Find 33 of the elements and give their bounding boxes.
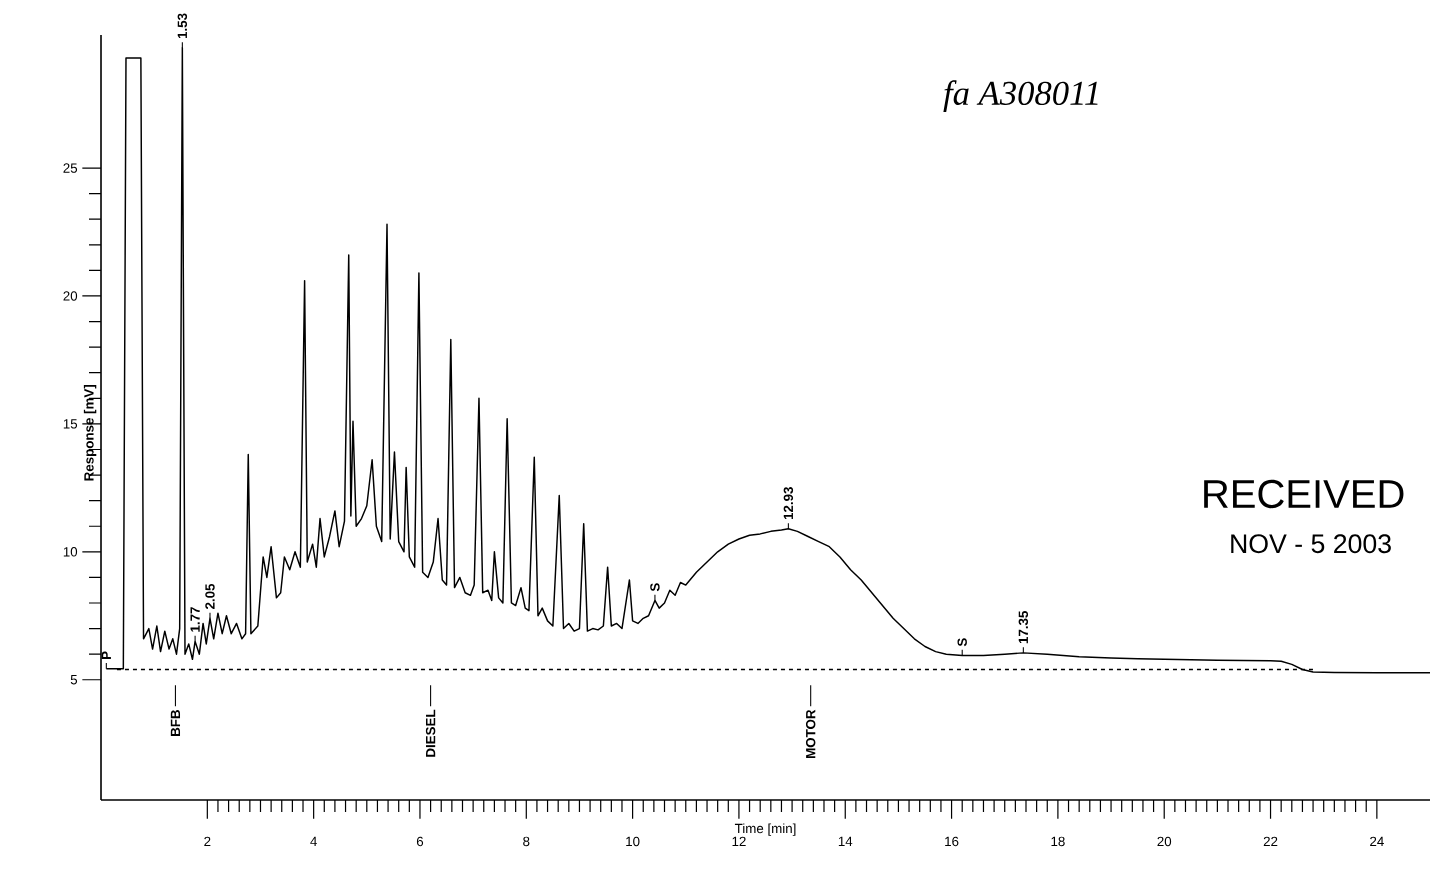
x-tick-label: 4 [310,836,317,846]
y-tick-label: 25 [63,163,78,173]
y-tick-label: 10 [63,547,78,557]
x-tick-label: 16 [945,836,959,847]
y-tick-label: 20 [63,291,78,301]
y-tick-label: 15 [63,419,78,429]
annotation: NOV - 5 2003 [1231,534,1391,554]
annotation: RECEIVED [1204,479,1404,509]
annotation: S [957,638,967,647]
annotation: S [650,583,660,592]
annotation: 17.35 [1018,611,1029,644]
x-tick-label: 24 [1370,836,1384,847]
x-tick-label: 18 [1051,836,1065,847]
x-axis-title: Time [min] [734,823,796,836]
y-axis-title: Response [mV] [83,385,97,481]
x-tick-label: 20 [1157,836,1172,847]
annotation: P [101,651,111,659]
x-tick-label: 8 [523,836,530,847]
y-tick-label: 5 [70,675,78,685]
annotation: 12.93 [783,487,794,520]
annotation: 2.05 [205,583,215,610]
x-tick-label: 10 [626,836,640,847]
annotation: DIESEL [425,709,436,757]
x-tick-label: 6 [416,836,424,847]
annotation: BFB [170,710,181,736]
annotation: fa A308011 [943,80,1098,113]
x-tick-label: 22 [1263,836,1278,847]
annotation: 1.77 [190,607,200,632]
x-tick-label: 14 [838,836,853,846]
x-tick-label: 12 [732,836,746,847]
annotation: 1.53 [177,13,188,39]
x-tick-label: 2 [204,836,211,847]
annotation: MOTOR [805,709,816,758]
